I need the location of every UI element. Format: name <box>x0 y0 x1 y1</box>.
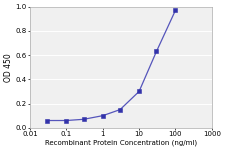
Y-axis label: OD 450: OD 450 <box>4 53 13 82</box>
X-axis label: Recombinant Protein Concentration (ng/ml): Recombinant Protein Concentration (ng/ml… <box>45 139 197 146</box>
